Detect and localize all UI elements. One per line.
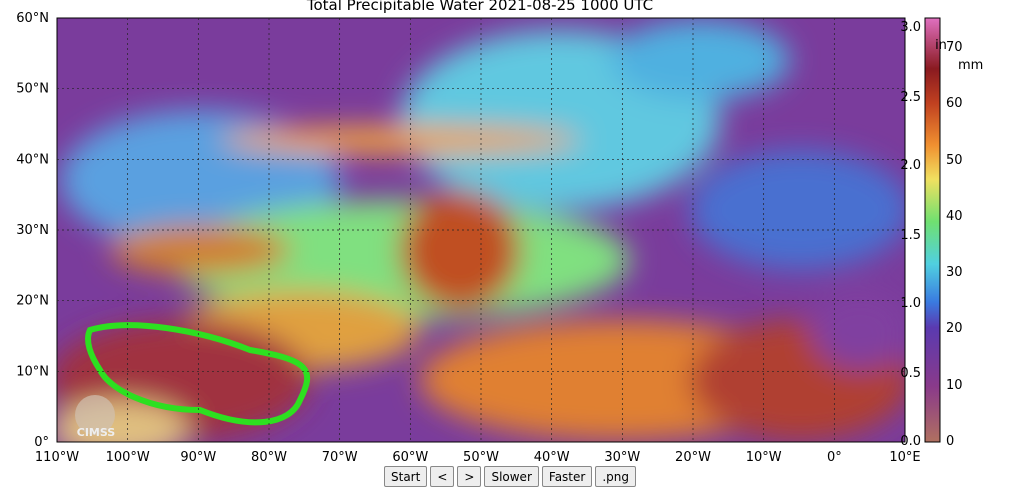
lon-label: 80°W bbox=[251, 450, 287, 465]
colorbar-unit-in: in bbox=[935, 38, 947, 53]
control-button[interactable]: < bbox=[430, 466, 455, 487]
colorbar-in-label: 0.0 bbox=[900, 434, 921, 449]
colorbar-in-label: 0.5 bbox=[900, 366, 921, 381]
colorbar bbox=[924, 17, 941, 443]
colorbar-mm-label: 50 bbox=[946, 153, 963, 168]
colorbar-unit-mm: mm bbox=[958, 58, 983, 73]
lon-label: 40°W bbox=[534, 450, 570, 465]
control-button[interactable]: > bbox=[457, 466, 482, 487]
lat-label: 0° bbox=[34, 435, 49, 450]
lon-label: 50°W bbox=[463, 450, 499, 465]
lat-label: 50°N bbox=[16, 82, 49, 97]
colorbar-in-label: 1.5 bbox=[900, 228, 921, 243]
colorbar-in-label: 3.0 bbox=[900, 20, 921, 35]
colorbar-mm-label: 40 bbox=[946, 209, 963, 224]
lon-label: 10°W bbox=[746, 450, 782, 465]
colorbar-mm-label: 30 bbox=[946, 265, 963, 280]
colorbar-mm-label: 20 bbox=[946, 321, 963, 336]
lat-label: 40°N bbox=[16, 152, 49, 167]
graticule bbox=[57, 18, 905, 442]
lon-label: 30°W bbox=[604, 450, 640, 465]
control-button[interactable]: Faster bbox=[541, 466, 593, 487]
lon-label: 60°W bbox=[392, 450, 428, 465]
map-figure: Total Precipitable Water 2021-08-25 1000… bbox=[16, 0, 983, 465]
colorbar-in-label: 2.5 bbox=[900, 90, 921, 105]
lon-label: 110°W bbox=[35, 450, 79, 465]
colorbar-mm-label: 60 bbox=[946, 96, 963, 111]
control-button[interactable]: Slower bbox=[484, 466, 539, 487]
colorbar-mm-label: 0 bbox=[946, 434, 954, 449]
logo-text: CIMSS bbox=[77, 426, 116, 439]
colorbar-mm-label: 70 bbox=[946, 40, 963, 55]
lon-label: 0° bbox=[827, 450, 842, 465]
lon-label: 100°W bbox=[106, 450, 150, 465]
colorbar-in-label: 1.0 bbox=[900, 296, 921, 311]
logo-icon bbox=[75, 395, 115, 435]
lat-label: 20°N bbox=[16, 294, 49, 309]
lon-label: 90°W bbox=[180, 450, 216, 465]
controls: Start < > Slower Faster .png bbox=[384, 466, 636, 487]
lat-label: 60°N bbox=[16, 11, 49, 26]
lon-label: 10°E bbox=[889, 450, 920, 465]
water-vapor-imagery bbox=[57, 18, 905, 442]
lat-label: 30°N bbox=[16, 223, 49, 238]
control-button[interactable]: Start bbox=[384, 466, 428, 487]
lon-label: 20°W bbox=[675, 450, 711, 465]
colorbar-in-label: 2.0 bbox=[900, 158, 921, 173]
control-button[interactable]: .png bbox=[595, 466, 636, 487]
lon-label: 70°W bbox=[322, 450, 358, 465]
lat-label: 10°N bbox=[16, 364, 49, 379]
map-title: Total Precipitable Water 2021-08-25 1000… bbox=[306, 0, 653, 14]
colorbar-mm-label: 10 bbox=[946, 378, 963, 393]
